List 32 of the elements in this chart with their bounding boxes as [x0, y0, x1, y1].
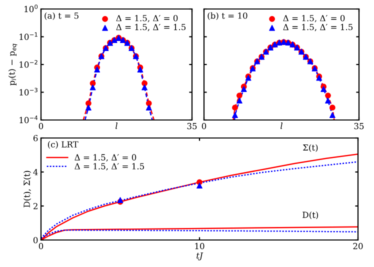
x-axis-title: tJ	[196, 252, 204, 260]
chart-title: (b) t = 10	[208, 12, 248, 20]
legend-label: Δ = 1.5, Δ′ = 1.5	[283, 24, 353, 32]
y-axis-title: D(t), Σ(t)	[23, 170, 32, 208]
x-tick-label: 35	[354, 122, 364, 130]
annotation: D(t)	[302, 212, 318, 220]
legend-label: Δ = 1.5, Δ′ = 0	[116, 14, 178, 22]
y-tick-label: 10$^{−1}$	[20, 32, 38, 40]
legend-label: Δ = 1.5, Δ′ = 1.5	[116, 24, 186, 32]
y-tick-label: 6	[33, 134, 38, 142]
y-tick-label: 10$^{−2}$	[20, 60, 38, 68]
y-tick-label: 2	[33, 202, 38, 210]
x-axis-title: l	[280, 122, 282, 129]
x-tick-label: 0	[38, 122, 44, 130]
y-tick-label: 10$^{0}$	[24, 4, 38, 12]
x-axis-title: l	[116, 122, 118, 129]
y-axis-title: p$_{l}$(t) − p$_{eq}$	[8, 44, 18, 86]
y-tick-label: 0	[33, 236, 38, 244]
y-tick-label: 4	[33, 168, 38, 176]
chart-title: (a) t = 5	[44, 12, 78, 20]
x-tick-label: 0	[202, 122, 206, 130]
legend-label: Δ = 1.5, Δ′ = 0	[74, 154, 136, 162]
y-tick-label: 10$^{−3}$	[20, 88, 38, 96]
y-tick-label: 10$^{−4}$	[20, 116, 38, 124]
x-tick-label: 0	[38, 242, 44, 250]
legend-label: Δ = 1.5, Δ′ = 0	[283, 14, 345, 22]
x-tick-label: 10	[195, 242, 204, 250]
x-tick-label: 20	[353, 242, 363, 250]
annotation: Σ(t)	[302, 144, 318, 152]
x-tick-label: 35	[187, 122, 197, 130]
legend-label: Δ = 1.5, Δ′ = 1.5	[74, 163, 144, 170]
chart-title: (c) LRT	[48, 141, 78, 149]
